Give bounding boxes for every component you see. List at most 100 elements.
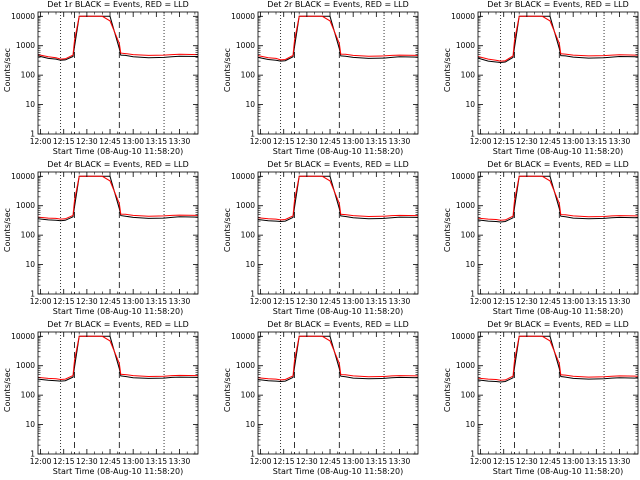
y-axis-label: Counts/sec xyxy=(443,367,452,413)
panel-chart-svg: 1 10 100 1000 10000 12:00 12:15 12:30 12:45 13:00… xyxy=(11,171,199,306)
x-tick-label: 12:00 xyxy=(30,297,52,306)
y-tick-label: 1000 xyxy=(16,201,35,210)
y-tick-label: 100 xyxy=(241,391,256,400)
plot-frame xyxy=(257,331,419,455)
x-tick-label: 13:00 xyxy=(342,457,364,466)
events-series-line xyxy=(477,175,639,223)
x-tick-label: 13:30 xyxy=(389,457,411,466)
panel-chart-svg: 1 10 100 1000 10000 12:00 12:15 12:30 12:45 13:00… xyxy=(451,11,639,146)
x-tick-label: 12:45 xyxy=(319,457,341,466)
y-tick-label: 10000 xyxy=(231,12,255,21)
detector-panel-2: 1 10 100 1000 10000 12:00 12:15 12:30 12:45 13:00… xyxy=(220,0,420,160)
x-axis-label: Start Time (08-Aug-10 11:58:20) xyxy=(52,307,184,316)
x-tick-label: 13:15 xyxy=(146,137,168,146)
x-tick-label: 12:00 xyxy=(250,457,272,466)
y-tick-label: 1 xyxy=(470,290,475,299)
x-tick-label: 12:00 xyxy=(30,137,52,146)
panel-title: Det 5r BLACK = Events, RED = LLD xyxy=(267,160,409,169)
x-tick-label: 13:15 xyxy=(146,457,168,466)
y-tick-label: 1000 xyxy=(456,361,475,370)
x-tick-label: 12:30 xyxy=(516,297,538,306)
x-tick-label: 13:00 xyxy=(342,137,364,146)
y-tick-label: 1000 xyxy=(16,361,35,370)
plot-frame xyxy=(477,11,639,135)
x-tick-label: 13:30 xyxy=(609,137,631,146)
plot-frame xyxy=(37,331,199,455)
x-tick-label: 12:15 xyxy=(493,457,515,466)
y-tick-label: 1000 xyxy=(456,41,475,50)
y-tick-label: 1 xyxy=(30,130,35,139)
x-tick-label: 12:00 xyxy=(30,457,52,466)
y-tick-label: 10000 xyxy=(231,172,255,181)
y-tick-label: 10 xyxy=(465,100,475,109)
x-tick-label: 12:30 xyxy=(76,457,98,466)
events-series-line xyxy=(37,175,199,222)
panel-title: Det 3r BLACK = Events, RED = LLD xyxy=(487,0,629,9)
y-axis-label: Counts/sec xyxy=(3,47,12,93)
y-tick-label: 10000 xyxy=(11,12,35,21)
panel-title: Det 1r BLACK = Events, RED = LLD xyxy=(47,0,189,9)
detector-panel-9: 1 10 100 1000 10000 12:00 12:15 12:30 12:45 13:00… xyxy=(440,320,640,480)
x-tick-label: 13:00 xyxy=(342,297,364,306)
detector-panel-4: 1 10 100 1000 10000 12:00 12:15 12:30 12:45 13:00… xyxy=(0,160,200,320)
x-tick-label: 12:15 xyxy=(493,137,515,146)
x-tick-label: 13:15 xyxy=(586,297,608,306)
events-series-line xyxy=(37,335,199,382)
y-tick-label: 100 xyxy=(21,71,36,80)
lld-series-line xyxy=(37,175,199,220)
lld-series-line xyxy=(477,175,639,221)
x-tick-label: 13:30 xyxy=(389,297,411,306)
x-tick-label: 12:30 xyxy=(516,137,538,146)
x-tick-label: 13:15 xyxy=(366,297,388,306)
x-axis-label: Start Time (08-Aug-10 11:58:20) xyxy=(52,467,184,476)
y-tick-label: 10 xyxy=(25,420,35,429)
panel-chart-svg: 1 10 100 1000 10000 12:00 12:15 12:30 12:45 13:00… xyxy=(451,331,639,466)
panel-title: Det 9r BLACK = Events, RED = LLD xyxy=(487,320,629,329)
y-tick-label: 1 xyxy=(30,450,35,459)
y-tick-label: 1000 xyxy=(236,361,255,370)
x-tick-label: 12:30 xyxy=(296,137,318,146)
x-tick-label: 12:15 xyxy=(53,137,75,146)
y-tick-label: 1000 xyxy=(456,201,475,210)
events-series-line xyxy=(257,175,419,223)
y-axis-label: Counts/sec xyxy=(3,367,12,413)
x-tick-label: 12:45 xyxy=(319,297,341,306)
x-tick-label: 13:15 xyxy=(366,137,388,146)
x-tick-label: 13:30 xyxy=(609,297,631,306)
panel-title: Det 7r BLACK = Events, RED = LLD xyxy=(47,320,189,329)
y-axis-label: Counts/sec xyxy=(223,207,232,253)
y-axis-label: Counts/sec xyxy=(223,47,232,93)
lld-series-line xyxy=(257,15,419,61)
panel-chart-svg: 1 10 100 1000 10000 12:00 12:15 12:30 12:45 13:00… xyxy=(231,171,419,306)
detector-panel-8: 1 10 100 1000 10000 12:00 12:15 12:30 12:45 13:00… xyxy=(220,320,420,480)
x-tick-label: 12:45 xyxy=(99,457,121,466)
y-tick-label: 1 xyxy=(250,130,255,139)
x-tick-label: 12:15 xyxy=(273,457,295,466)
detector-panel-5: 1 10 100 1000 10000 12:00 12:15 12:30 12:45 13:00… xyxy=(220,160,420,320)
panel-title: Det 4r BLACK = Events, RED = LLD xyxy=(47,160,189,169)
lld-series-line xyxy=(477,335,639,381)
x-axis-label: Start Time (08-Aug-10 11:58:20) xyxy=(52,147,184,156)
x-axis-label: Start Time (08-Aug-10 11:58:20) xyxy=(492,307,624,316)
x-tick-label: 12:30 xyxy=(76,297,98,306)
y-tick-label: 10 xyxy=(465,260,475,269)
plot-frame xyxy=(257,11,419,135)
y-tick-label: 100 xyxy=(461,391,476,400)
x-tick-label: 12:15 xyxy=(273,137,295,146)
x-tick-label: 12:00 xyxy=(250,137,272,146)
events-series-line xyxy=(477,335,639,383)
y-tick-label: 100 xyxy=(241,71,256,80)
plot-frame xyxy=(477,171,639,295)
y-tick-label: 100 xyxy=(21,231,36,240)
x-tick-label: 12:45 xyxy=(539,457,561,466)
y-tick-label: 1 xyxy=(30,290,35,299)
detector-panel-6: 1 10 100 1000 10000 12:00 12:15 12:30 12:45 13:00… xyxy=(440,160,640,320)
events-series-line xyxy=(257,15,419,62)
panel-title: Det 6r BLACK = Events, RED = LLD xyxy=(487,160,629,169)
lld-series-line xyxy=(257,335,419,381)
x-tick-label: 12:00 xyxy=(470,137,492,146)
events-series-line xyxy=(257,335,419,383)
x-axis-label: Start Time (08-Aug-10 11:58:20) xyxy=(272,307,404,316)
x-tick-label: 13:30 xyxy=(169,137,191,146)
x-tick-label: 13:00 xyxy=(562,137,584,146)
